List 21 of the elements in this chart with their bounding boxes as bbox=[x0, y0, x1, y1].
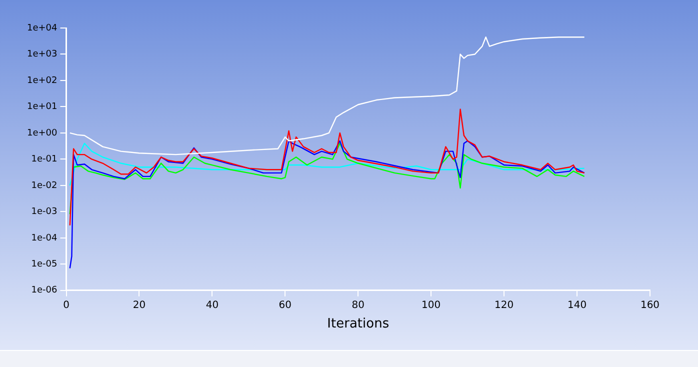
x-axis-title: Iterations bbox=[327, 316, 390, 332]
x-tick-label: 120 bbox=[494, 300, 514, 311]
y-tick-label: 1e-01 bbox=[31, 154, 58, 165]
x-tick-label: 100 bbox=[422, 300, 441, 311]
x-tick-label: 80 bbox=[352, 300, 364, 311]
y-tick-label: 1e-02 bbox=[31, 180, 58, 191]
x-tick-label: 140 bbox=[567, 300, 587, 311]
x-tick-label: 20 bbox=[132, 300, 146, 311]
y-tick-label: 1e+02 bbox=[26, 76, 58, 86]
x-tick-label: 60 bbox=[278, 300, 292, 311]
y-tick-label: 1e+01 bbox=[26, 102, 58, 112]
x-tick-label: 0 bbox=[63, 300, 70, 311]
y-tick-label: 1e-03 bbox=[31, 207, 58, 218]
x-tick-label: 160 bbox=[640, 300, 660, 311]
y-tick-label: 1e+04 bbox=[26, 23, 58, 34]
y-tick-label: 1e-04 bbox=[31, 233, 58, 244]
y-tick-label: 1e+00 bbox=[26, 128, 58, 138]
y-tick-label: 1e-05 bbox=[31, 260, 58, 270]
y-tick-label: 1e+03 bbox=[26, 50, 58, 60]
x-tick-label: 40 bbox=[206, 300, 219, 311]
y-tick-label: 1e-06 bbox=[31, 286, 58, 296]
